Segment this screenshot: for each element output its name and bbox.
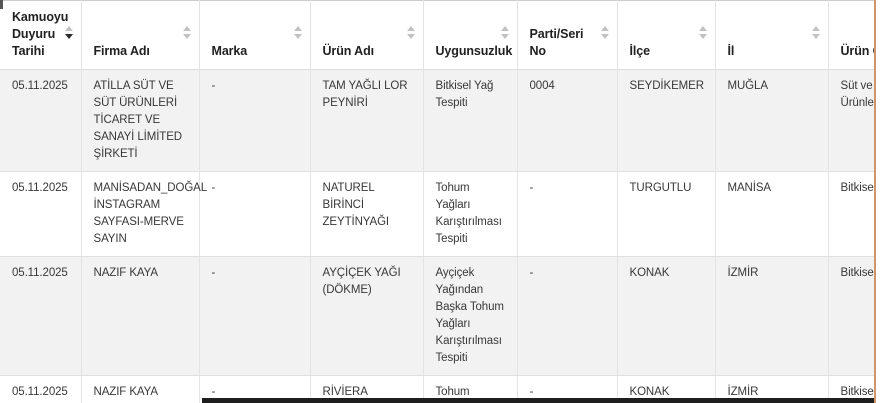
cell-uygunsuzluk: Bitkisel Yağ Tespiti bbox=[423, 69, 518, 172]
sort-icon[interactable] bbox=[407, 26, 416, 39]
cell-parti-seri-no: - bbox=[517, 256, 618, 376]
sort-icon[interactable] bbox=[501, 26, 510, 39]
cell-firma-adi: NAZIF KAYA bbox=[81, 256, 200, 376]
sort-icon[interactable] bbox=[183, 26, 192, 39]
cell-il: MUĞLA bbox=[715, 69, 829, 172]
cell-urun-adi: AYÇİÇEK YAĞI (DÖKME) bbox=[310, 256, 424, 376]
cell-urun-grubu: Bitkisel Yağlar bbox=[828, 171, 880, 257]
cell-parti-seri-no: - bbox=[517, 171, 618, 257]
cell-il: MANİSA bbox=[715, 171, 829, 257]
column-header-label: İlçe bbox=[629, 44, 651, 58]
column-header-kamuoyu-duyuru-tarihi[interactable]: Kamuoyu Duyuru Tarihi bbox=[0, 0, 82, 70]
column-header-label: Marka bbox=[211, 44, 248, 58]
sort-icon[interactable] bbox=[699, 26, 708, 39]
column-header-label: Ürün Adı bbox=[322, 44, 375, 58]
column-header-label: Firma Adı bbox=[93, 44, 150, 58]
cell-firma-adi: ATİLLA SÜT VE SÜT ÜRÜNLERİ TİCARET VE SA… bbox=[81, 69, 200, 172]
column-header-urun-adi[interactable]: Ürün Adı bbox=[310, 0, 424, 70]
column-header-label: İl bbox=[727, 44, 735, 58]
column-header-il[interactable]: İl bbox=[715, 0, 829, 70]
table-row: 05.11.2025 ATİLLA SÜT VE SÜT ÜRÜNLERİ Tİ… bbox=[0, 69, 880, 172]
sort-icon[interactable] bbox=[294, 26, 303, 39]
cell-duyuru-tarihi: 05.11.2025 bbox=[0, 256, 82, 376]
table-row: 05.11.2025 NAZIF KAYA - AYÇİÇEK YAĞI (DÖ… bbox=[0, 256, 880, 376]
right-margin-cover bbox=[876, 0, 880, 403]
sort-icon[interactable] bbox=[65, 26, 74, 39]
cell-parti-seri-no: 0004 bbox=[517, 69, 618, 172]
sort-icon[interactable] bbox=[812, 26, 821, 39]
cell-marka: - bbox=[199, 256, 311, 376]
column-header-label: Kamuoyu Duyuru Tarihi bbox=[12, 10, 69, 58]
cell-uygunsuzluk: Ayçiçek Yağından Başka Tohum Yağları Kar… bbox=[423, 256, 518, 376]
cell-il: İZMİR bbox=[715, 256, 829, 376]
cell-ilce: KONAK bbox=[617, 256, 716, 376]
cell-duyuru-tarihi: 05.11.2025 bbox=[0, 171, 82, 257]
column-header-marka[interactable]: Marka bbox=[199, 0, 311, 70]
column-header-ilce[interactable]: İlçe bbox=[617, 0, 716, 70]
cell-urun-adi: NATUREL BİRİNCİ ZEYTİNYAĞI bbox=[310, 171, 424, 257]
column-header-urun-grubu[interactable]: Ürün Grubu bbox=[828, 0, 880, 70]
cell-firma-adi: MANİSADAN_DOĞAL İNSTAGRAM SAYFASI-MERVE … bbox=[81, 171, 207, 257]
cell-urun-adi: TAM YAĞLI LOR PEYNİRİ bbox=[310, 69, 424, 172]
sort-icon[interactable] bbox=[601, 26, 610, 39]
horizontal-scrollbar-thumb[interactable] bbox=[202, 398, 874, 403]
column-header-label: Uygunsuzluk bbox=[435, 44, 513, 58]
cell-firma-adi: NAZIF KAYA bbox=[81, 375, 200, 403]
cell-marka: - bbox=[199, 171, 311, 257]
table-header-row: Kamuoyu Duyuru Tarihi Firma Adı Marka Ür… bbox=[0, 0, 880, 70]
cell-urun-grubu: Bitkisel Yağlar bbox=[828, 256, 880, 376]
cell-ilce: TURGUTLU bbox=[617, 171, 716, 257]
column-header-firma-adi[interactable]: Firma Adı bbox=[81, 0, 200, 70]
column-header-label: Parti/Seri No bbox=[529, 27, 584, 58]
window-edge-accent-line bbox=[874, 0, 876, 403]
cell-duyuru-tarihi: 05.11.2025 bbox=[0, 375, 82, 403]
column-header-uygunsuzluk[interactable]: Uygunsuzluk bbox=[423, 0, 518, 70]
cell-urun-grubu: Süt ve Süt Ürünleri bbox=[828, 69, 880, 172]
cell-duyuru-tarihi: 05.11.2025 bbox=[0, 69, 82, 172]
table-row: 05.11.2025 MANİSADAN_DOĞAL İNSTAGRAM SAY… bbox=[0, 171, 880, 257]
cell-ilce: SEYDİKEMER bbox=[617, 69, 716, 172]
column-header-parti-seri-no[interactable]: Parti/Seri No bbox=[517, 0, 618, 70]
cell-marka: - bbox=[199, 69, 311, 172]
top-left-border-tick bbox=[0, 0, 3, 9]
column-header-label: Ürün Grubu bbox=[840, 44, 880, 58]
cell-uygunsuzluk: Tohum Yağları Karıştırılması Tespiti bbox=[423, 171, 518, 257]
